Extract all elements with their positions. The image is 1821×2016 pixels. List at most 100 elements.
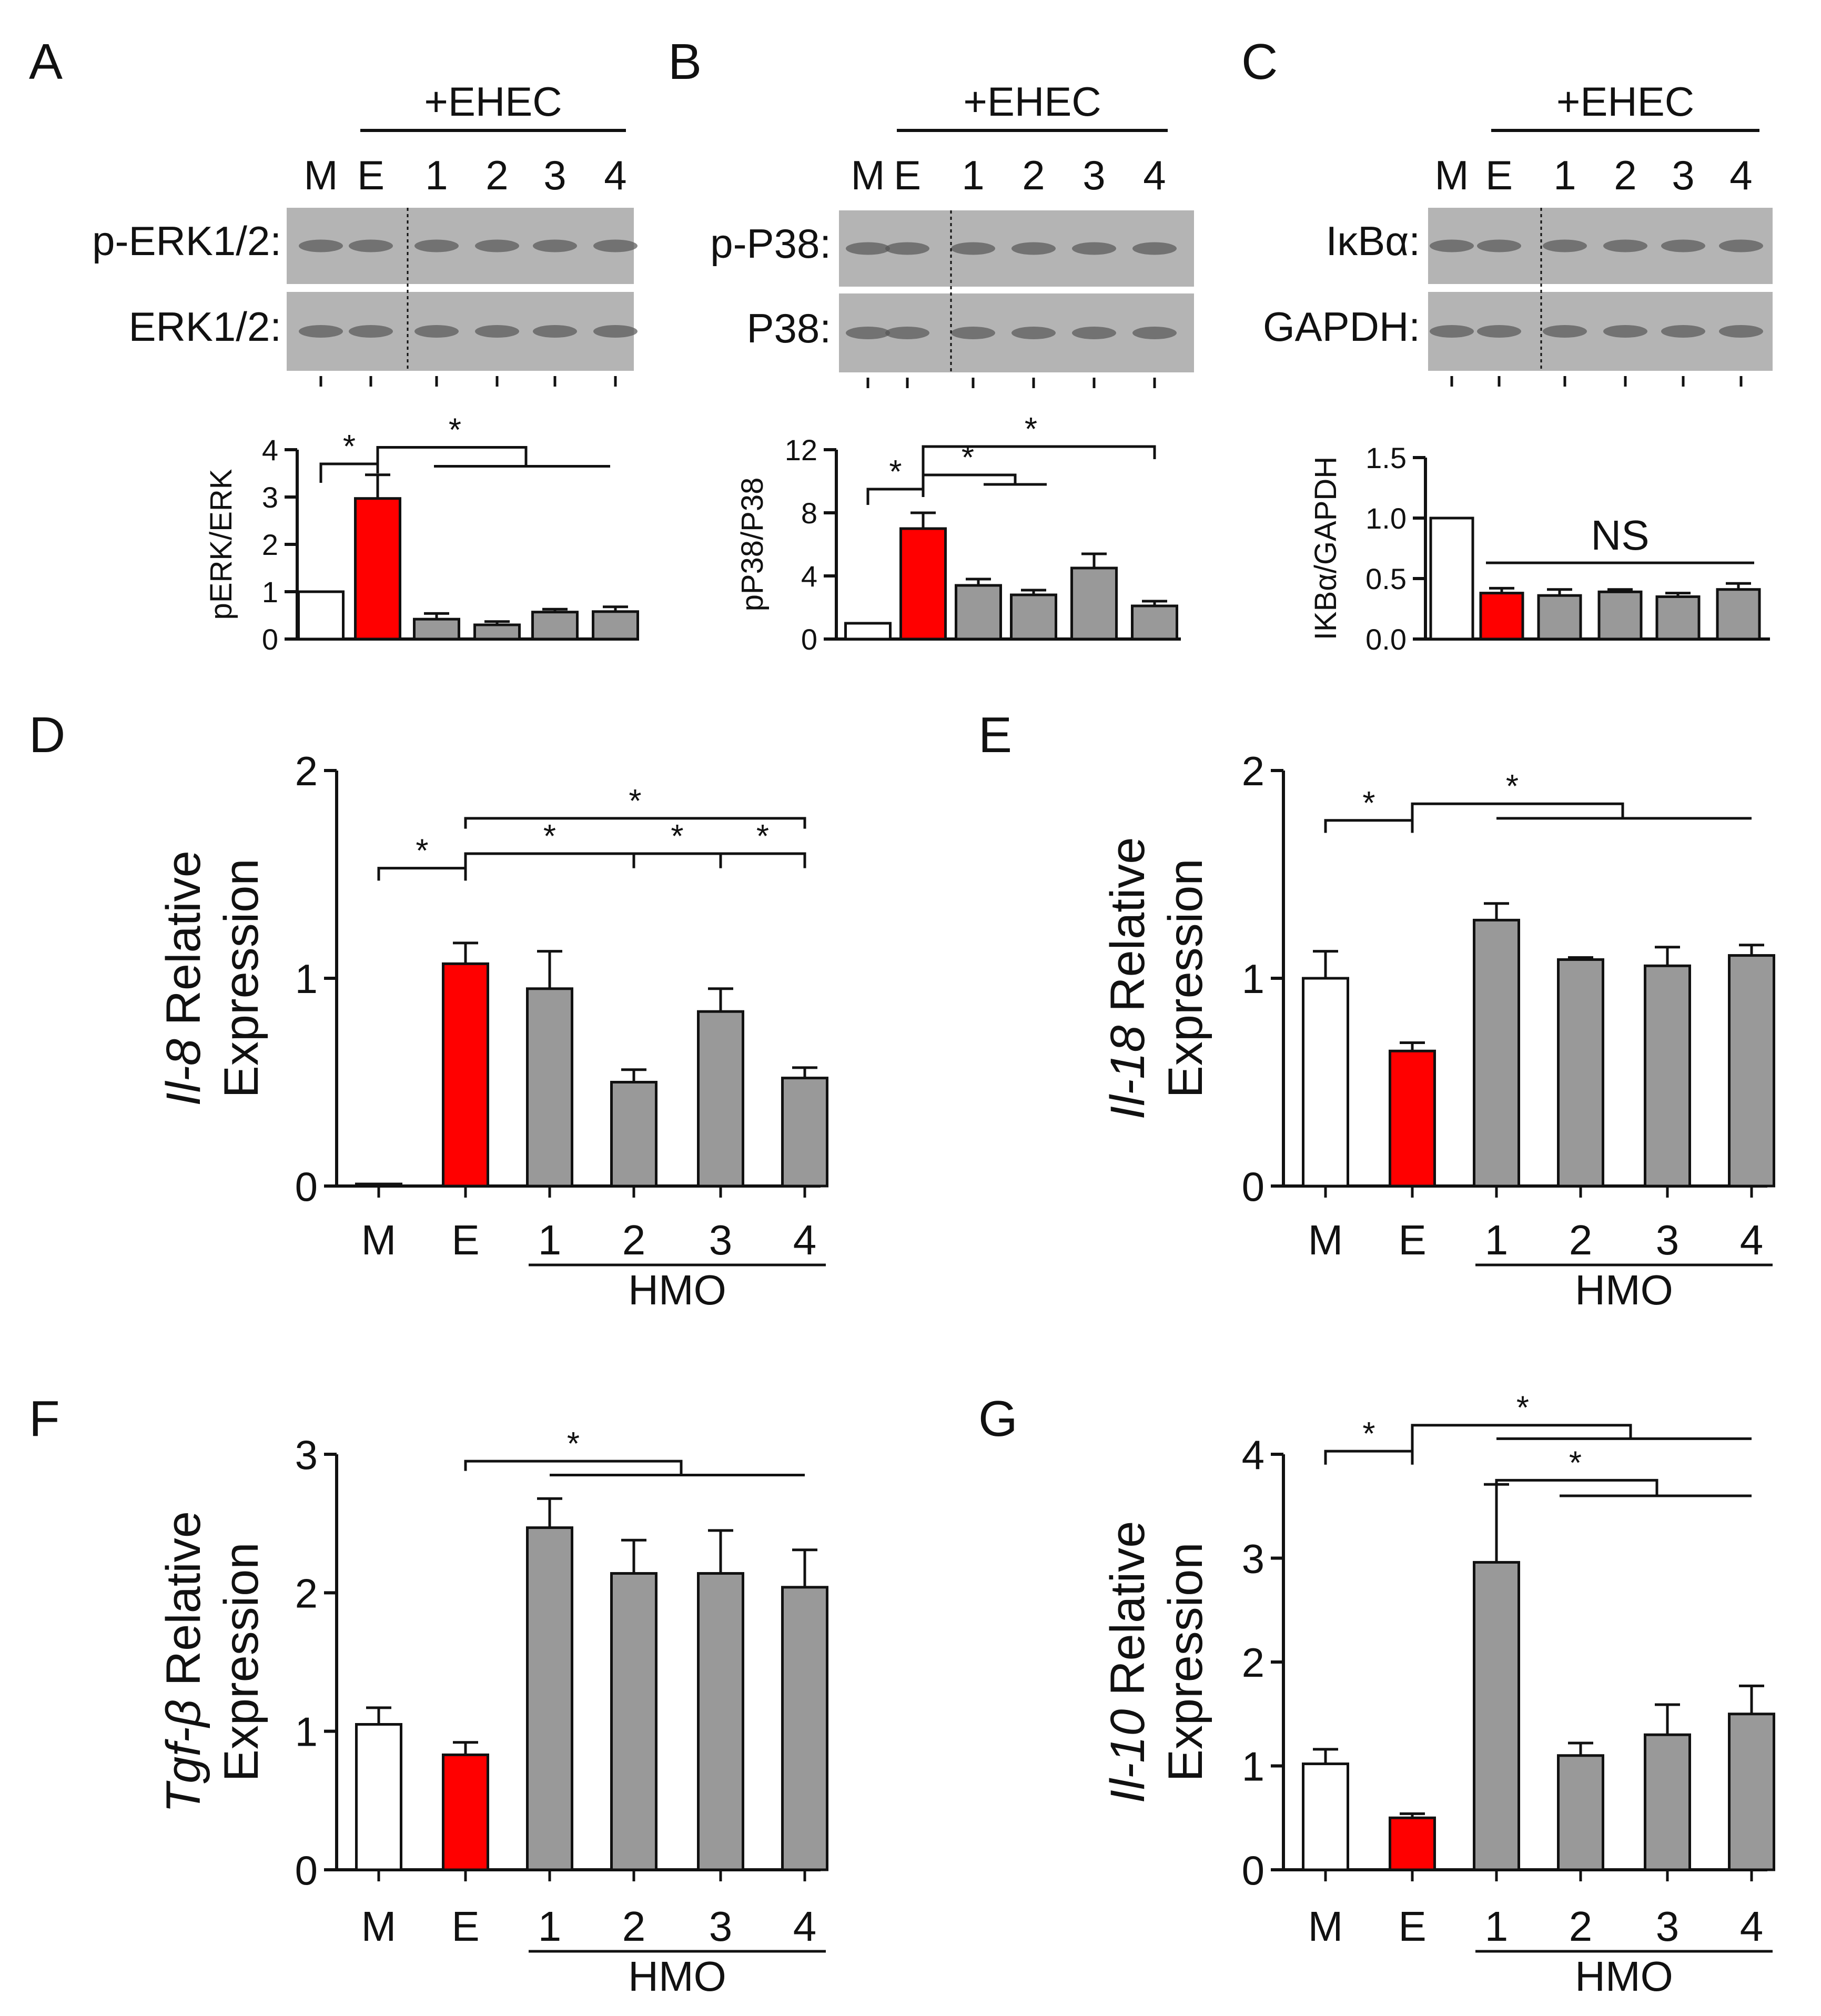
panel-letter: E xyxy=(978,707,1012,763)
y-axis-label: IKBα/GAPDH xyxy=(1309,457,1343,640)
y-tick-label: 0 xyxy=(295,1163,318,1210)
x-category-label: 1 xyxy=(1485,1903,1509,1950)
lane-label: M xyxy=(1435,152,1469,198)
bar-2 xyxy=(1557,958,1604,1188)
blot-band xyxy=(1072,242,1116,255)
y-axis-label: Tgf-β Relative Expression xyxy=(157,1511,268,1813)
x-category-label: 4 xyxy=(1740,1217,1764,1263)
x-category-label: 4 xyxy=(1740,1903,1764,1950)
y-axis-label-line2: Expression xyxy=(215,1542,268,1781)
y-tick-label: 0 xyxy=(262,623,278,656)
y-axis-label: Il-10 Relative Expression xyxy=(1101,1521,1212,1804)
y-tick-label: 0 xyxy=(801,623,817,656)
bar-E xyxy=(354,497,401,641)
bar-3 xyxy=(531,611,579,641)
lane-label: 4 xyxy=(1729,152,1752,198)
sig-bracket xyxy=(376,446,528,473)
x-category-label: M xyxy=(1308,1217,1343,1263)
blot-band xyxy=(299,239,343,252)
bar-chart-e: E 0 1 2 M E 1 2 3 4 Il-18 Relative Expression HMO * * xyxy=(978,707,1775,1313)
blot-band xyxy=(951,242,995,255)
sig-bracket xyxy=(1324,1450,1414,1465)
bar-M xyxy=(1429,516,1474,641)
blot-row-label: GAPDH: xyxy=(1263,303,1420,350)
x-category-label: E xyxy=(451,1903,479,1950)
x-category-label: 2 xyxy=(622,1903,646,1950)
x-category-label: 3 xyxy=(1656,1903,1680,1950)
bar-1 xyxy=(526,987,573,1188)
blot-band xyxy=(1430,239,1474,252)
bar-1 xyxy=(1537,594,1582,641)
bar-chart-a: 0 1 2 3 4 pERK/ERK * * xyxy=(204,412,639,656)
group-label: HMO xyxy=(1575,1953,1673,2000)
sig-bracket xyxy=(377,867,467,881)
lane-label: 4 xyxy=(604,152,626,198)
blot-band xyxy=(349,239,393,252)
blot-treatment-header: +EHEC xyxy=(424,78,562,125)
y-axis-label-line2: Expression xyxy=(1159,858,1212,1098)
lane-label: 1 xyxy=(425,152,448,198)
blot-treatment-header: +EHEC xyxy=(963,78,1101,125)
blot-band xyxy=(1661,239,1705,252)
bar-3 xyxy=(1655,595,1701,641)
y-axis-label-suffix: Relative xyxy=(1101,837,1155,1026)
bar-E xyxy=(442,1753,489,1871)
blot-band xyxy=(1603,325,1647,338)
blot-band xyxy=(533,325,577,338)
blot-band xyxy=(299,325,343,338)
y-axis-label-suffix: Relative xyxy=(157,850,210,1039)
blot-band xyxy=(1132,327,1177,339)
x-category-label: 3 xyxy=(709,1217,733,1263)
significance-star: * xyxy=(1569,1445,1582,1481)
significance-star: * xyxy=(1362,1416,1375,1452)
group-label: HMO xyxy=(628,1953,726,2000)
bar-chart-g: G 0 1 2 3 4 M E 1 2 3 4 Il-10 Relative Expression HMO *… xyxy=(978,1390,1775,2000)
sig-bracket xyxy=(922,445,1156,475)
bar-4 xyxy=(1716,588,1761,641)
bar-3 xyxy=(697,1572,744,1871)
panel-letter: G xyxy=(978,1391,1018,1447)
y-tick-label: 0.5 xyxy=(1365,562,1407,595)
x-category-label: M xyxy=(1308,1903,1343,1950)
significance-star: * xyxy=(1025,411,1037,448)
bar-3 xyxy=(697,1010,744,1188)
y-axis-gene-name: Tgf-β xyxy=(157,1699,210,1813)
y-tick-label: 1 xyxy=(295,956,318,1002)
x-category-label: 1 xyxy=(1485,1217,1509,1263)
significance-star: * xyxy=(1516,1390,1529,1426)
blot-band xyxy=(414,325,459,338)
significance-star: * xyxy=(343,429,356,465)
bar-M xyxy=(1302,1762,1349,1871)
lane-label: 3 xyxy=(543,152,566,198)
bar-4 xyxy=(1131,604,1178,641)
y-tick-label: 0 xyxy=(1242,1847,1264,1893)
blot-band xyxy=(885,327,929,339)
blot-row-label: p-ERK1/2: xyxy=(92,218,281,264)
blot-treatment-header: +EHEC xyxy=(1556,78,1694,125)
bar-M xyxy=(355,1723,402,1871)
y-axis-label-line2: Expression xyxy=(215,858,268,1098)
blot-band xyxy=(593,325,638,338)
y-axis-label-line1: Tgf-β Relative xyxy=(157,1511,210,1813)
y-axis-label-line2: Expression xyxy=(1159,1542,1212,1781)
blot-band xyxy=(846,327,890,339)
bar-4 xyxy=(781,1586,828,1871)
x-category-label: 2 xyxy=(622,1217,646,1263)
sig-bracket xyxy=(866,488,925,505)
significance-star: * xyxy=(962,440,974,476)
y-tick-label: 2 xyxy=(1242,748,1264,794)
lane-label: 3 xyxy=(1672,152,1694,198)
x-category-label: 2 xyxy=(1569,1903,1593,1950)
blot-band xyxy=(1719,239,1763,252)
y-axis-label: Il-18 Relative Expression xyxy=(1101,837,1212,1120)
blot-band xyxy=(593,239,638,252)
y-tick-label: 2 xyxy=(295,748,318,794)
sig-bracket xyxy=(1495,1478,1658,1496)
significance-star: * xyxy=(416,833,428,869)
bar-4 xyxy=(1728,1713,1775,1871)
y-tick-label: 8 xyxy=(801,497,817,530)
blot-band xyxy=(1477,325,1521,338)
panel-letter: A xyxy=(29,34,63,90)
x-category-label: 3 xyxy=(1656,1217,1680,1263)
